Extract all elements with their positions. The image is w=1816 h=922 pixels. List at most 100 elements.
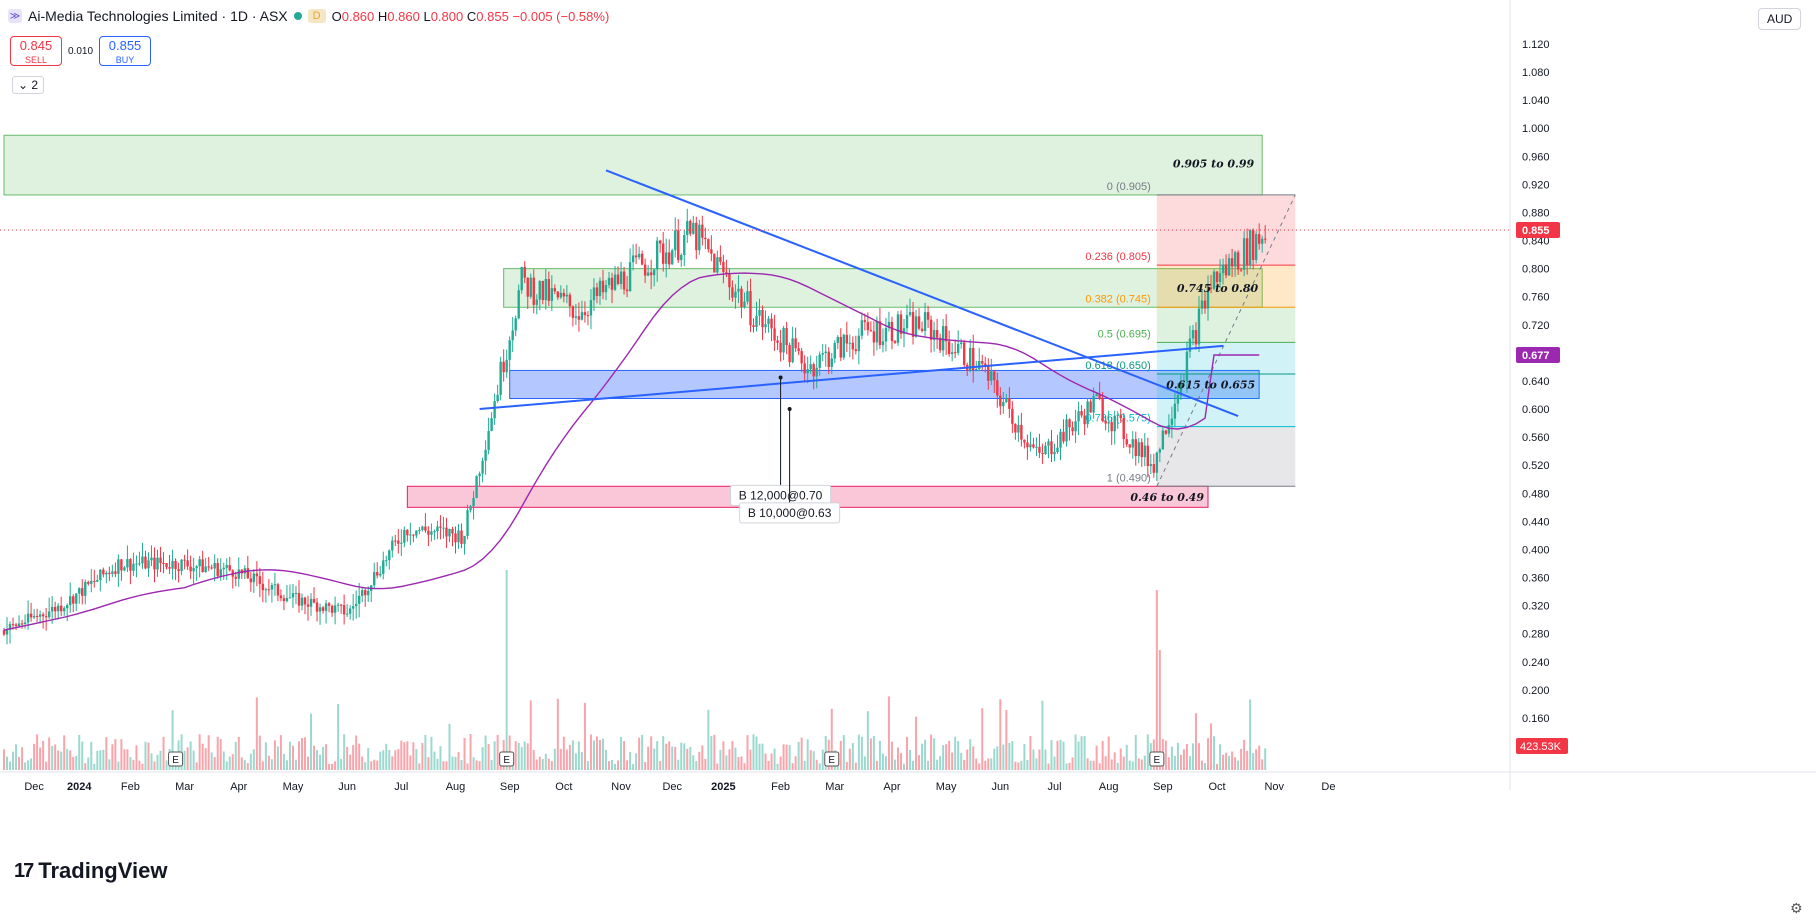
candle-body: [1125, 439, 1128, 445]
y-tick-label: 1.000: [1522, 123, 1550, 135]
candle-body: [174, 560, 177, 570]
candle-body: [294, 593, 298, 595]
candle-body: [360, 590, 364, 596]
volume-bar: [562, 736, 565, 770]
candle-body: [1212, 271, 1216, 289]
candle-body: [222, 567, 225, 570]
volume-bar: [1237, 760, 1240, 770]
volume-bar: [183, 750, 186, 770]
candle-body: [818, 354, 821, 368]
candle-body: [529, 277, 532, 297]
volume-bar: [165, 760, 168, 770]
volume-bar: [493, 741, 496, 770]
volume-bar: [1216, 763, 1219, 770]
volume-bar: [550, 761, 553, 770]
gear-icon[interactable]: ⚙: [1790, 900, 1803, 916]
earnings-marker: [499, 751, 515, 767]
volume-bar: [764, 753, 767, 770]
y-tick-label: 0.720: [1522, 320, 1550, 332]
volume-bar: [478, 761, 481, 770]
volume-bar: [1068, 762, 1071, 770]
candle-body: [972, 347, 975, 371]
candle-body: [156, 557, 159, 570]
candle-body: [595, 287, 599, 297]
indicators-toggle-button[interactable]: ⌄ 2: [12, 76, 45, 94]
candle-body: [1164, 430, 1168, 434]
volume-bar: [54, 744, 57, 770]
volume-bar: [623, 741, 626, 770]
candle-body: [56, 605, 60, 612]
candle-body: [490, 418, 493, 432]
candle-body: [144, 556, 147, 569]
volume-bar: [334, 761, 337, 770]
candle-body: [1146, 445, 1150, 467]
volume-bar: [319, 754, 322, 770]
x-tick-label: Sep: [500, 781, 520, 793]
candle-body: [526, 277, 529, 297]
volume-bar: [902, 763, 905, 770]
volume-bar: [117, 761, 120, 770]
candle-body: [216, 563, 219, 576]
volume-bar: [963, 759, 966, 770]
candle-body: [285, 598, 289, 602]
candle-body: [610, 277, 614, 290]
volume-bar: [1119, 748, 1122, 770]
candle-body: [544, 279, 548, 301]
volume-bar: [878, 740, 881, 770]
candle-body: [105, 572, 108, 575]
volume-bar: [896, 747, 899, 770]
volume-bar: [659, 761, 662, 770]
candle-body: [388, 550, 391, 561]
candle-body: [47, 611, 51, 618]
volume-bar: [51, 745, 54, 770]
candle-body: [17, 623, 21, 627]
volume-bar: [921, 743, 924, 770]
symbol-title[interactable]: Ai-Media Technologies Limited · 1D · ASX: [28, 8, 288, 24]
candle-body: [797, 348, 800, 352]
candle-body: [430, 531, 433, 535]
candle-body: [168, 567, 171, 569]
volume-bar: [469, 734, 472, 770]
candle-body: [899, 314, 903, 334]
volume-bar: [1231, 751, 1234, 770]
volume-bar: [246, 763, 249, 770]
ohlc-readout: O0.860 H0.860 L0.800 C0.855 −0.005 (−0.5…: [331, 8, 610, 24]
y-tick-label: 0.840: [1522, 236, 1550, 248]
volume-bar: [680, 742, 683, 770]
volume-bar: [641, 734, 644, 770]
volume-bar: [818, 763, 821, 770]
candle-body: [472, 497, 475, 507]
candle-body: [1047, 441, 1050, 446]
candle-body: [445, 527, 448, 537]
candle-body: [69, 596, 72, 606]
volume-bar: [325, 744, 328, 770]
volume-bar: [608, 761, 611, 770]
candle-body: [743, 301, 746, 308]
volume-bar: [391, 756, 394, 770]
candle-body: [716, 257, 719, 273]
buy-button[interactable]: 0.855 BUY: [99, 36, 152, 66]
volume-bar: [129, 757, 132, 770]
x-tick-label: Aug: [1099, 781, 1119, 793]
volume-bar: [57, 750, 60, 770]
currency-selector[interactable]: AUD: [1758, 8, 1802, 30]
candle-body: [686, 221, 689, 236]
candle-body: [722, 261, 725, 273]
volume-bar: [945, 744, 948, 770]
volume-bar: [1222, 754, 1225, 770]
volume-bar: [749, 749, 752, 770]
volume-bar: [207, 735, 210, 770]
volume-bar: [364, 762, 367, 770]
volume-bar: [192, 750, 195, 770]
volume-bar: [231, 754, 234, 770]
candle-body: [562, 292, 566, 297]
volume-bar: [156, 754, 159, 770]
candle-body: [824, 351, 827, 354]
candle-body: [421, 526, 424, 531]
sell-button[interactable]: 0.845 SELL: [10, 36, 62, 66]
candle-body: [207, 566, 210, 568]
y-tick-label: 0.760: [1522, 292, 1550, 304]
volume-bar: [743, 763, 746, 770]
candle-body: [613, 274, 617, 290]
